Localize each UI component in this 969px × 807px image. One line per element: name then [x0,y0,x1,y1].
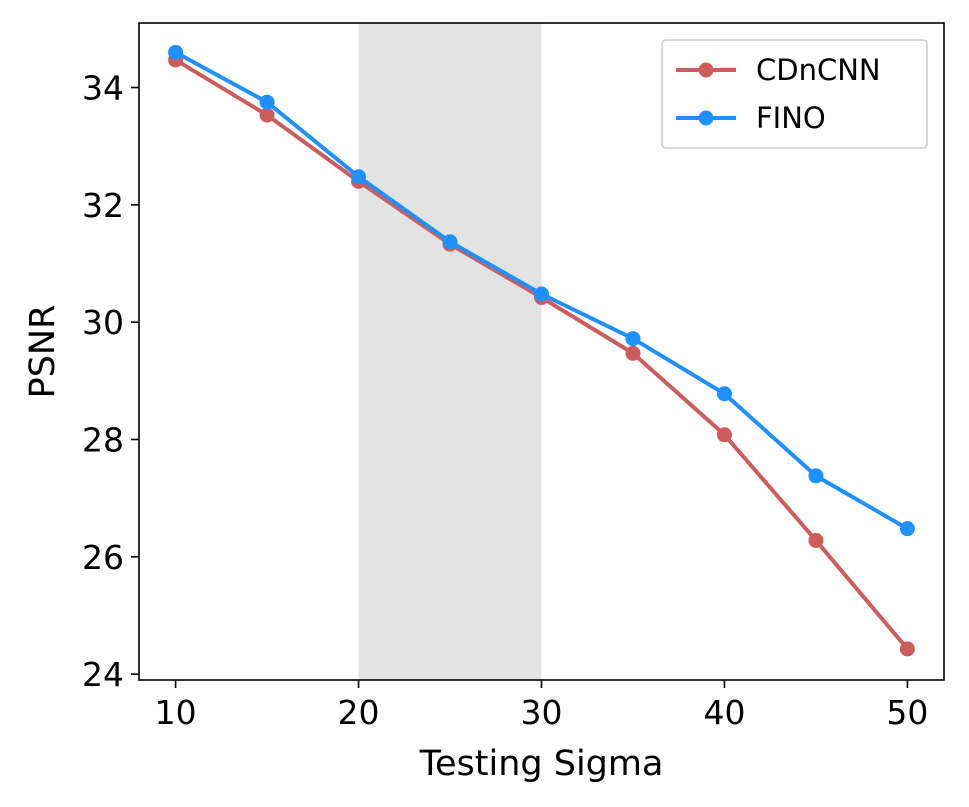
legend-item-cdncnn: CDnCNN [676,53,881,87]
data-point-cdncnn [625,345,641,361]
y-axis: 24 26 28 30 32 34 [82,69,139,694]
data-point-cdncnn [899,641,915,657]
data-point-fino [808,468,824,484]
y-axis-title: PSNR [23,305,63,399]
data-point-fino [168,44,184,60]
legend-marker-cdncnn [698,62,714,78]
x-axis: 10 20 30 40 50 [155,680,928,732]
legend-item-fino: FINO [676,101,826,135]
series-fino [168,44,915,537]
legend-label-fino: FINO [756,101,826,135]
data-point-fino [259,94,275,110]
x-tick-label: 50 [886,693,928,732]
y-tick-label: 26 [82,538,124,577]
highlight-span-layer [358,23,542,680]
data-point-fino [625,331,641,347]
data-point-cdncnn [808,532,824,548]
x-axis-title: Testing Sigma [419,744,664,784]
data-point-fino [351,169,367,185]
legend-label-cdncnn: CDnCNN [756,53,881,87]
x-tick-label: 20 [338,693,380,732]
data-point-cdncnn [716,427,732,443]
x-tick-label: 10 [155,693,197,732]
legend-box [661,39,928,149]
y-tick-label: 34 [82,69,124,108]
data-point-fino [716,386,732,402]
x-tick-label: 30 [521,693,563,732]
legend-marker-fino [698,110,714,126]
data-point-fino [534,286,549,302]
series-layer [168,44,915,657]
y-tick-label: 24 [82,655,124,694]
y-tick-label: 32 [82,186,124,225]
highlight-span [358,23,542,680]
data-point-fino [899,521,915,537]
data-point-fino [442,234,458,250]
y-tick-label: 28 [82,420,124,459]
y-tick-label: 30 [82,303,124,342]
data-point-cdncnn [259,107,275,123]
legend: CDnCNN FINO [661,39,928,149]
x-tick-label: 40 [703,693,745,732]
